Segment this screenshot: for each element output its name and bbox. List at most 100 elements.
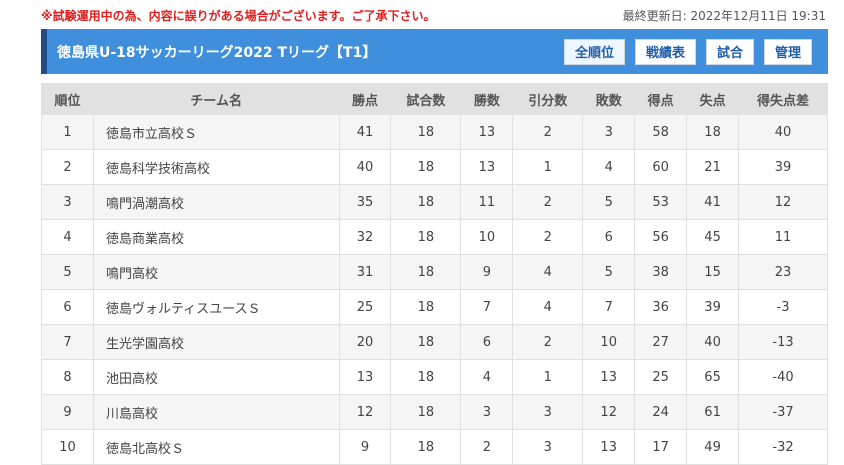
points-cell: 40 bbox=[338, 149, 392, 185]
table-row: 1 徳島市立高校Ｓ 41 18 13 2 3 58 18 40 bbox=[41, 114, 828, 150]
goal-diff-cell: 12 bbox=[738, 184, 828, 220]
team-cell[interactable]: 鳴門高校 bbox=[92, 254, 340, 290]
league-title: 徳島県U-18サッカーリーグ2022 Tリーグ【T1】 bbox=[57, 44, 377, 61]
all-rank-button[interactable]: 全順位 bbox=[563, 38, 625, 65]
losses-cell: 13 bbox=[582, 429, 636, 465]
played-cell: 18 bbox=[390, 184, 462, 220]
column-header-wins[interactable]: 勝数 bbox=[460, 83, 514, 115]
played-cell: 18 bbox=[390, 394, 462, 430]
goals-against-cell: 15 bbox=[686, 254, 740, 290]
column-header-goals-for[interactable]: 得点 bbox=[634, 83, 688, 115]
draws-cell: 1 bbox=[512, 359, 584, 395]
goals-against-cell: 49 bbox=[686, 429, 740, 465]
team-cell[interactable]: 川島高校 bbox=[92, 394, 340, 430]
goals-against-cell: 21 bbox=[686, 149, 740, 185]
goal-diff-cell: 11 bbox=[738, 219, 828, 255]
table-row: 5 鳴門高校 31 18 9 4 5 38 15 23 bbox=[41, 254, 828, 290]
notice-text: ※試験運用中の為、内容に誤りがある場合がございます。ご了承下さい。 bbox=[41, 9, 436, 23]
wins-cell: 7 bbox=[460, 289, 514, 325]
team-cell[interactable]: 鳴門渦潮高校 bbox=[92, 184, 340, 220]
losses-cell: 6 bbox=[582, 219, 636, 255]
team-cell[interactable]: 徳島ヴォルティスユースＳ bbox=[92, 289, 340, 325]
goal-diff-cell: -3 bbox=[738, 289, 828, 325]
draws-cell: 2 bbox=[512, 114, 584, 150]
points-cell: 31 bbox=[338, 254, 392, 290]
column-header-draws[interactable]: 引分数 bbox=[512, 83, 584, 115]
wins-cell: 9 bbox=[460, 254, 514, 290]
points-cell: 25 bbox=[338, 289, 392, 325]
played-cell: 18 bbox=[390, 149, 462, 185]
draws-cell: 2 bbox=[512, 219, 584, 255]
table-row: 2 徳島科学技術高校 40 18 13 1 4 60 21 39 bbox=[41, 149, 828, 185]
rank-cell: 4 bbox=[41, 219, 94, 255]
table-header-row: 順位 チーム名 勝点 試合数 勝数 引分数 敗数 得点 失点 得失点差 bbox=[41, 83, 828, 115]
rank-cell: 9 bbox=[41, 394, 94, 430]
team-cell[interactable]: 徳島北高校Ｓ bbox=[92, 429, 340, 465]
draws-cell: 2 bbox=[512, 184, 584, 220]
column-header-goal-diff[interactable]: 得失点差 bbox=[738, 83, 828, 115]
table-row: 6 徳島ヴォルティスユースＳ 25 18 7 4 7 36 39 -3 bbox=[41, 289, 828, 325]
losses-cell: 4 bbox=[582, 149, 636, 185]
draws-cell: 3 bbox=[512, 394, 584, 430]
rank-cell: 5 bbox=[41, 254, 94, 290]
column-header-points[interactable]: 勝点 bbox=[338, 83, 392, 115]
goal-diff-cell: -32 bbox=[738, 429, 828, 465]
table-row: 7 生光学園高校 20 18 6 2 10 27 40 -13 bbox=[41, 324, 828, 360]
rank-cell: 8 bbox=[41, 359, 94, 395]
matches-button[interactable]: 試合 bbox=[705, 38, 754, 65]
goals-for-cell: 27 bbox=[634, 324, 688, 360]
wins-cell: 13 bbox=[460, 114, 514, 150]
nav-buttons: 全順位 戦績表 試合 管理 bbox=[563, 38, 828, 65]
goals-for-cell: 56 bbox=[634, 219, 688, 255]
team-cell[interactable]: 生光学園高校 bbox=[92, 324, 340, 360]
played-cell: 18 bbox=[390, 219, 462, 255]
wins-cell: 11 bbox=[460, 184, 514, 220]
team-cell[interactable]: 池田高校 bbox=[92, 359, 340, 395]
goal-diff-cell: 40 bbox=[738, 114, 828, 150]
goal-diff-cell: 39 bbox=[738, 149, 828, 185]
column-header-rank[interactable]: 順位 bbox=[41, 83, 94, 115]
losses-cell: 13 bbox=[582, 359, 636, 395]
goals-for-cell: 38 bbox=[634, 254, 688, 290]
results-button[interactable]: 戦績表 bbox=[634, 38, 696, 65]
played-cell: 18 bbox=[390, 289, 462, 325]
team-cell[interactable]: 徳島科学技術高校 bbox=[92, 149, 340, 185]
goals-for-cell: 60 bbox=[634, 149, 688, 185]
team-cell[interactable]: 徳島商業高校 bbox=[92, 219, 340, 255]
goals-against-cell: 45 bbox=[686, 219, 740, 255]
team-cell[interactable]: 徳島市立高校Ｓ bbox=[92, 114, 340, 150]
points-cell: 12 bbox=[338, 394, 392, 430]
played-cell: 18 bbox=[390, 254, 462, 290]
column-header-team[interactable]: チーム名 bbox=[92, 83, 340, 115]
rank-cell: 10 bbox=[41, 429, 94, 465]
column-header-played[interactable]: 試合数 bbox=[390, 83, 462, 115]
goals-for-cell: 36 bbox=[634, 289, 688, 325]
goals-for-cell: 25 bbox=[634, 359, 688, 395]
goal-diff-cell: 23 bbox=[738, 254, 828, 290]
points-cell: 13 bbox=[338, 359, 392, 395]
draws-cell: 3 bbox=[512, 429, 584, 465]
losses-cell: 5 bbox=[582, 184, 636, 220]
points-cell: 32 bbox=[338, 219, 392, 255]
draws-cell: 4 bbox=[512, 289, 584, 325]
table-row: 3 鳴門渦潮高校 35 18 11 2 5 53 41 12 bbox=[41, 184, 828, 220]
losses-cell: 5 bbox=[582, 254, 636, 290]
goals-for-cell: 53 bbox=[634, 184, 688, 220]
goals-for-cell: 24 bbox=[634, 394, 688, 430]
draws-cell: 1 bbox=[512, 149, 584, 185]
wins-cell: 10 bbox=[460, 219, 514, 255]
played-cell: 18 bbox=[390, 114, 462, 150]
goal-diff-cell: -40 bbox=[738, 359, 828, 395]
goals-for-cell: 17 bbox=[634, 429, 688, 465]
table-row: 9 川島高校 12 18 3 3 12 24 61 -37 bbox=[41, 394, 828, 430]
admin-button[interactable]: 管理 bbox=[763, 38, 812, 65]
column-header-goals-against[interactable]: 失点 bbox=[686, 83, 740, 115]
goals-against-cell: 39 bbox=[686, 289, 740, 325]
column-header-losses[interactable]: 敗数 bbox=[582, 83, 636, 115]
losses-cell: 3 bbox=[582, 114, 636, 150]
goals-against-cell: 40 bbox=[686, 324, 740, 360]
table-row: 4 徳島商業高校 32 18 10 2 6 56 45 11 bbox=[41, 219, 828, 255]
rank-cell: 7 bbox=[41, 324, 94, 360]
rank-cell: 6 bbox=[41, 289, 94, 325]
played-cell: 18 bbox=[390, 324, 462, 360]
